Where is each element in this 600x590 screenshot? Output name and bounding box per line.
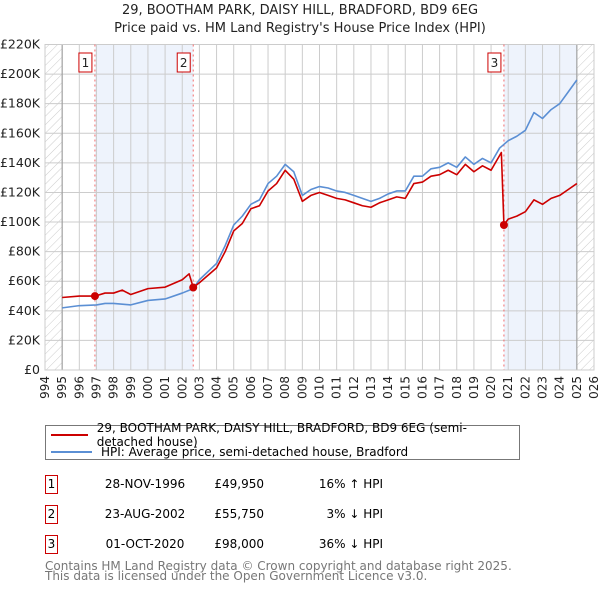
x-tick-label: 2019 <box>467 376 481 400</box>
x-tick-label: 2012 <box>347 376 361 400</box>
y-tick-label: £60K <box>8 273 41 288</box>
y-tick-label: £40K <box>8 303 41 318</box>
x-tick-label: 2002 <box>175 376 189 400</box>
shaded-period <box>94 44 194 370</box>
x-tick-label: 2024 <box>553 376 567 400</box>
sale-hpi-diff: 3% ↓ HPI <box>326 507 383 521</box>
x-tick-label: 2003 <box>192 376 206 400</box>
x-tick-label: 1997 <box>89 376 103 400</box>
sale-label-number: 2 <box>180 56 188 70</box>
x-tick-label: 2020 <box>484 376 498 400</box>
x-tick-label: 1999 <box>124 376 138 400</box>
chart-legend: 29, BOOTHAM PARK, DAISY HILL, BRADFORD, … <box>45 421 520 460</box>
x-tick-label: 2011 <box>330 376 344 400</box>
x-tick-label: 2004 <box>210 376 224 400</box>
x-tick-label: 2021 <box>501 376 515 400</box>
y-tick-label: £20K <box>8 332 41 347</box>
chart-title: 29, BOOTHAM PARK, DAISY HILL, BRADFORD, … <box>121 3 479 18</box>
x-tick-label: 1995 <box>55 376 69 400</box>
sale-badge: 1 <box>45 475 58 494</box>
x-tick-label: 2001 <box>158 376 172 400</box>
sale-label-number: 3 <box>491 56 499 70</box>
x-tick-label: 1994 <box>38 376 52 400</box>
legend-label-hpi: HPI: Average price, semi-detached house,… <box>101 445 409 459</box>
table-row: 2 23-AUG-2002 £55,750 3% ↓ HPI <box>45 505 385 525</box>
sale-price: £49,950 <box>214 477 264 491</box>
x-tick-label: 2016 <box>415 376 429 400</box>
legend-item-hpi: HPI: Average price, semi-detached house,… <box>51 444 408 460</box>
x-tick-label: 2013 <box>364 376 378 400</box>
x-tick-label: 2026 <box>587 376 600 400</box>
x-tick-label: 1998 <box>107 376 121 400</box>
sale-hpi-diff: 16% ↑ HPI <box>318 477 383 491</box>
x-tick-label: 1996 <box>72 376 86 400</box>
legend-label-property: 29, BOOTHAM PARK, DAISY HILL, BRADFORD, … <box>96 421 467 449</box>
hatched-region <box>576 44 594 370</box>
x-tick-label: 2008 <box>278 376 292 400</box>
x-tick-label: 2018 <box>450 376 464 400</box>
x-tick-label: 2005 <box>227 376 241 400</box>
x-tick-label: 2023 <box>536 376 550 400</box>
legend-item-property: 29, BOOTHAM PARK, DAISY HILL, BRADFORD, … <box>51 421 519 449</box>
y-tick-label: £140K <box>0 155 41 170</box>
sale-point <box>90 292 99 301</box>
sale-label-number: 1 <box>82 56 90 70</box>
sale-price: £98,000 <box>214 537 264 551</box>
x-tick-label: 2006 <box>244 376 258 400</box>
footer-licence: This data is licensed under the Open Gov… <box>45 569 428 583</box>
x-tick-label: 2015 <box>398 376 412 400</box>
y-tick-label: £180K <box>0 96 41 111</box>
x-tick-label: 2009 <box>295 376 309 400</box>
footer-copyright: Contains HM Land Registry data © Crown c… <box>45 559 512 573</box>
sale-date: 23-AUG-2002 <box>104 507 186 521</box>
y-tick-label: £160K <box>0 125 41 140</box>
sale-label-box <box>487 52 502 73</box>
table-row: 3 01-OCT-2020 £98,000 36% ↓ HPI <box>45 535 385 555</box>
y-tick-label: £220K <box>0 37 41 52</box>
hatched-region <box>45 44 63 370</box>
price-chart: 1994 1995 1996 1997 1998 1999 2000 2001 2002 2003… <box>0 37 600 401</box>
y-tick-label: £120K <box>0 184 41 199</box>
y-tick-label: £200K <box>0 66 41 81</box>
y-tick-label: £100K <box>0 214 41 229</box>
x-tick-label: 2010 <box>313 376 327 400</box>
sale-point <box>499 221 508 230</box>
sale-badge: 3 <box>45 535 58 554</box>
x-tick-label: 2007 <box>261 376 275 400</box>
y-tick-label: £0 <box>24 362 40 377</box>
y-tick-label: £80K <box>8 244 41 259</box>
legend-swatch-red <box>51 434 88 436</box>
sale-badge: 2 <box>45 505 58 524</box>
sale-price: £55,750 <box>214 507 264 521</box>
sale-label-box <box>176 52 191 73</box>
x-tick-label: 2017 <box>433 376 447 400</box>
plot-border <box>44 44 595 371</box>
sale-date: 01-OCT-2020 <box>105 537 185 551</box>
sale-label-box <box>78 52 93 73</box>
x-tick-label: 2025 <box>570 376 584 400</box>
x-tick-label: 2022 <box>518 376 532 400</box>
table-row: 1 28-NOV-1996 £49,950 16% ↑ HPI <box>45 475 385 495</box>
legend-swatch-blue <box>51 451 92 453</box>
shaded-period <box>503 44 577 370</box>
x-tick-label: 2014 <box>381 376 395 400</box>
sale-point <box>189 283 198 292</box>
chart-subtitle: Price paid vs. HM Land Registry's House … <box>114 21 486 36</box>
property-series-line <box>62 151 578 299</box>
x-tick-label: 2000 <box>141 376 155 400</box>
sale-date: 28-NOV-1996 <box>104 477 186 491</box>
sale-hpi-diff: 36% ↓ HPI <box>318 537 383 551</box>
